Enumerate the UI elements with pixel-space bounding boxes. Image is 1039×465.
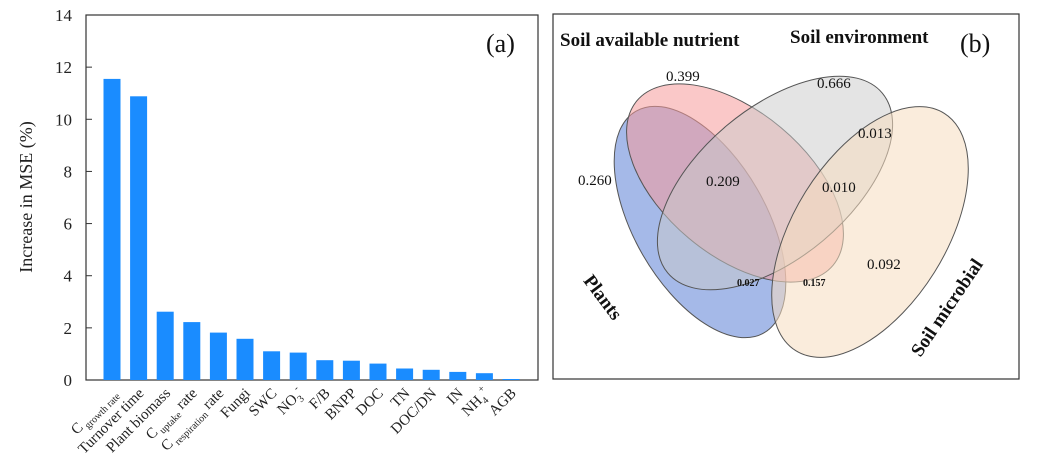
bar <box>156 311 174 380</box>
venn-region-value: 0.666 <box>817 76 851 92</box>
bar <box>263 351 281 380</box>
venn-set-soil-microbial <box>771 106 969 358</box>
venn-region-value: 0.209 <box>706 174 740 190</box>
x-category-label: Fungi <box>218 386 254 422</box>
x-category-label: BNPP <box>322 386 360 424</box>
venn-set-label-soil-available-nutrient: Soil available nutrient <box>560 30 740 51</box>
venn-set-label-plants: Plants <box>579 271 626 324</box>
bar-y-axis-title: Increase in MSE (%) <box>16 121 37 272</box>
bar <box>396 368 414 380</box>
bar-y-axis-ticks: 0 2 4 6 8 10 12 14 <box>55 6 92 390</box>
bar-series <box>103 78 520 381</box>
venn-panel-label: (b) <box>960 29 990 58</box>
bar <box>449 371 467 380</box>
y-tick-label: 6 <box>64 215 73 234</box>
bar <box>289 352 307 380</box>
bar <box>342 360 360 380</box>
venn-region-value: 0.260 <box>578 173 612 189</box>
x-category-label: NH4+ <box>457 383 496 422</box>
venn-set-label-soil-environment: Soil environment <box>790 27 929 48</box>
x-category-label: DOC <box>353 386 387 420</box>
bar <box>103 78 121 381</box>
bar-panel-label: (a) <box>486 29 515 58</box>
venn-frame <box>552 13 1020 380</box>
bar <box>130 96 148 381</box>
x-category-label: SWC <box>246 386 280 420</box>
bar <box>183 322 201 380</box>
bar <box>236 338 254 380</box>
venn-region-value: 0.157 <box>803 278 826 289</box>
x-category-label: NO3- <box>272 383 309 420</box>
y-tick-label: 0 <box>64 371 73 390</box>
y-tick-label: 8 <box>64 162 73 181</box>
bar <box>209 332 227 380</box>
y-tick-label: 2 <box>64 319 73 338</box>
bar <box>502 379 520 380</box>
bar <box>422 369 440 380</box>
y-tick-label: 4 <box>64 267 73 286</box>
y-tick-label: 10 <box>55 110 72 129</box>
venn-region-value: 0.092 <box>867 257 901 273</box>
bar-chart-panel: (a) Increase in MSE (%) 0 2 4 6 8 10 12 14 C gr… <box>16 6 539 457</box>
venn-region-value: 0.013 <box>858 126 892 142</box>
bar <box>369 363 387 380</box>
venn-region-value: 0.027 <box>737 278 760 289</box>
venn-panel: (b) Plants Soil available nutrient Soil … <box>552 13 1020 380</box>
venn-region-value: 0.399 <box>666 69 700 85</box>
y-tick-label: 14 <box>55 6 73 25</box>
bar <box>475 373 493 380</box>
venn-region-value: 0.010 <box>822 180 856 196</box>
bar-plot-frame <box>85 14 539 381</box>
bar <box>316 360 334 380</box>
x-category-label: AGB <box>486 386 520 420</box>
y-tick-label: 12 <box>55 58 72 77</box>
